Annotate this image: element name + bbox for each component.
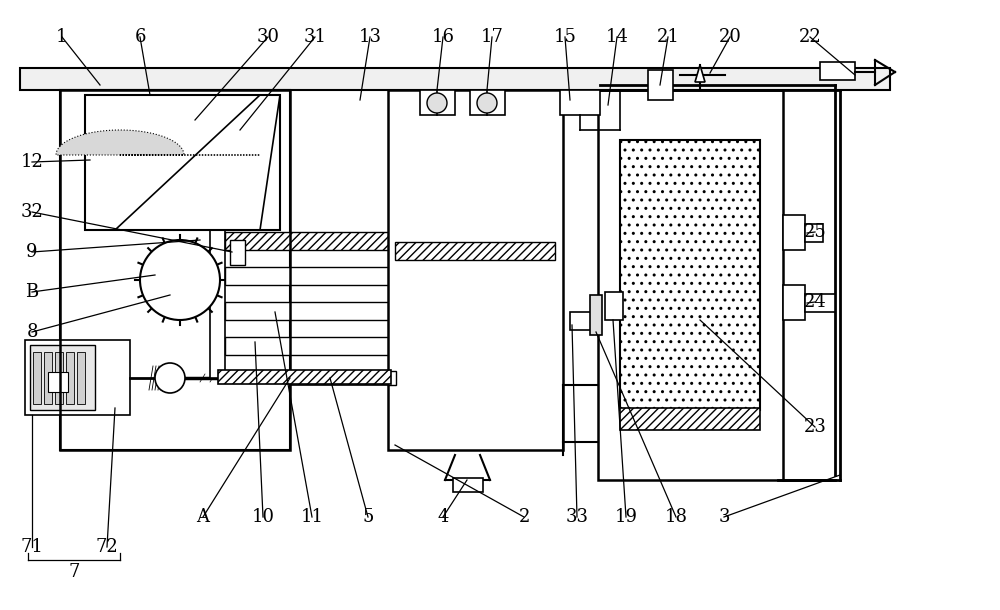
Bar: [20, 68, 890, 90]
Bar: [165, 286, 195, 294]
Bar: [33, 352, 41, 404]
Bar: [395, 242, 555, 260]
Bar: [165, 302, 195, 310]
Text: 21: 21: [657, 28, 679, 46]
Bar: [44, 352, 52, 404]
Text: 72: 72: [96, 538, 118, 556]
Bar: [66, 352, 74, 404]
Bar: [55, 352, 63, 404]
Text: 4: 4: [437, 508, 449, 526]
Bar: [590, 295, 602, 335]
Bar: [598, 90, 783, 480]
Text: 1: 1: [56, 28, 68, 46]
Bar: [60, 90, 290, 450]
Bar: [25, 340, 130, 415]
Bar: [225, 337, 440, 355]
Bar: [165, 254, 195, 262]
Text: A: A: [196, 508, 210, 526]
Text: 23: 23: [804, 418, 826, 436]
Text: 2: 2: [518, 508, 530, 526]
Bar: [30, 345, 95, 410]
Bar: [388, 90, 563, 450]
Circle shape: [427, 93, 447, 113]
Bar: [805, 224, 823, 242]
Bar: [783, 215, 805, 250]
Text: 31: 31: [304, 28, 326, 46]
Text: 13: 13: [358, 28, 382, 46]
Text: 32: 32: [21, 203, 43, 221]
Text: 10: 10: [252, 508, 274, 526]
Bar: [77, 352, 85, 404]
Bar: [290, 371, 390, 385]
Text: 6: 6: [134, 28, 146, 46]
Bar: [225, 302, 440, 320]
Polygon shape: [56, 130, 260, 155]
Bar: [453, 478, 483, 492]
Bar: [165, 270, 195, 278]
Text: 16: 16: [432, 28, 454, 46]
Bar: [570, 312, 600, 330]
Bar: [85, 95, 280, 230]
Bar: [165, 278, 195, 286]
Bar: [420, 90, 455, 115]
Text: 17: 17: [481, 28, 503, 46]
Text: 11: 11: [300, 508, 324, 526]
Bar: [648, 70, 673, 100]
Bar: [783, 285, 805, 320]
Text: 5: 5: [362, 508, 374, 526]
Bar: [165, 262, 195, 270]
Bar: [165, 294, 195, 302]
Circle shape: [477, 93, 497, 113]
Bar: [210, 198, 225, 378]
Text: 25: 25: [804, 223, 826, 241]
Text: 8: 8: [26, 323, 38, 341]
Bar: [60, 90, 290, 450]
Text: 71: 71: [21, 538, 43, 556]
Text: 24: 24: [804, 293, 826, 311]
Circle shape: [155, 363, 185, 393]
Bar: [388, 371, 396, 385]
Text: 7: 7: [68, 563, 80, 581]
Text: 33: 33: [566, 508, 588, 526]
Text: 12: 12: [21, 153, 43, 171]
Bar: [620, 140, 760, 410]
Bar: [218, 370, 391, 384]
Bar: [225, 267, 440, 285]
Text: 14: 14: [606, 28, 628, 46]
Bar: [820, 62, 855, 80]
Text: 30: 30: [256, 28, 280, 46]
Bar: [805, 294, 835, 312]
Bar: [48, 372, 68, 392]
Text: 3: 3: [718, 508, 730, 526]
Polygon shape: [695, 65, 705, 82]
Text: 18: 18: [664, 508, 688, 526]
Text: 20: 20: [719, 28, 741, 46]
Text: 9: 9: [26, 243, 38, 261]
Bar: [605, 292, 623, 320]
Bar: [620, 408, 760, 430]
Bar: [470, 90, 505, 115]
Bar: [560, 90, 600, 115]
Text: 19: 19: [614, 508, 638, 526]
Text: 15: 15: [554, 28, 576, 46]
Text: 22: 22: [799, 28, 821, 46]
Text: B: B: [25, 283, 39, 301]
Circle shape: [140, 240, 220, 320]
Bar: [230, 240, 245, 265]
Bar: [225, 232, 440, 250]
